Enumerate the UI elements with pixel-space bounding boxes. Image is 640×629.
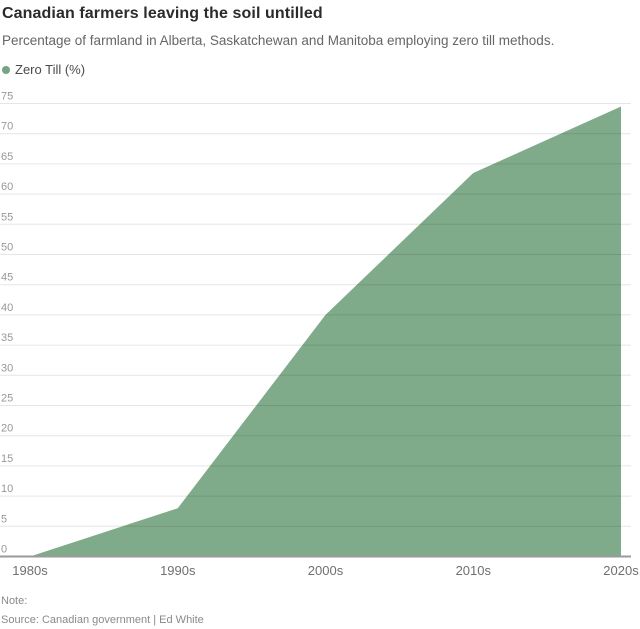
- y-tick-label: 65: [1, 151, 13, 163]
- zero-till-area-chart: 0 5 10 15 20 25 30 35 40 45 50 55 60 65 70 75 1980s 1990s…: [0, 91, 639, 578]
- y-tick-label: 30: [1, 362, 13, 374]
- y-tick-label: 70: [1, 121, 13, 133]
- y-tick-label: 50: [1, 242, 13, 254]
- source-text: Source: Canadian government | Ed White: [1, 614, 204, 626]
- y-tick-label: 40: [1, 302, 13, 314]
- chart-subtitle: Percentage of farmland in Alberta, Saska…: [2, 33, 555, 48]
- y-tick-label: 0: [1, 544, 7, 556]
- y-tick-label: 75: [1, 91, 13, 103]
- x-tick-label: 1990s: [160, 563, 196, 578]
- y-tick-label: 55: [1, 211, 13, 223]
- x-tick-label: 1980s: [12, 563, 48, 578]
- y-tick-label: 20: [1, 423, 13, 435]
- legend: Zero Till (%): [2, 62, 85, 77]
- legend-label: Zero Till (%): [15, 62, 86, 77]
- zero-till-area: [30, 106, 621, 557]
- y-tick-label: 25: [1, 393, 13, 405]
- chart-title: Canadian farmers leaving the soil untill…: [2, 5, 323, 22]
- y-tick-label: 35: [1, 332, 13, 344]
- x-tick-label: 2010s: [456, 563, 492, 578]
- legend-dot-icon: [2, 65, 10, 74]
- y-tick-label: 45: [1, 272, 13, 284]
- y-tick-label: 15: [1, 453, 13, 465]
- y-tick-label: 10: [1, 483, 13, 495]
- y-tick-label: 60: [1, 181, 13, 193]
- x-tick-label: 2020s: [603, 563, 639, 578]
- y-tick-label: 5: [1, 513, 7, 525]
- note-text: Note:: [1, 595, 28, 607]
- x-tick-label: 2000s: [308, 563, 344, 578]
